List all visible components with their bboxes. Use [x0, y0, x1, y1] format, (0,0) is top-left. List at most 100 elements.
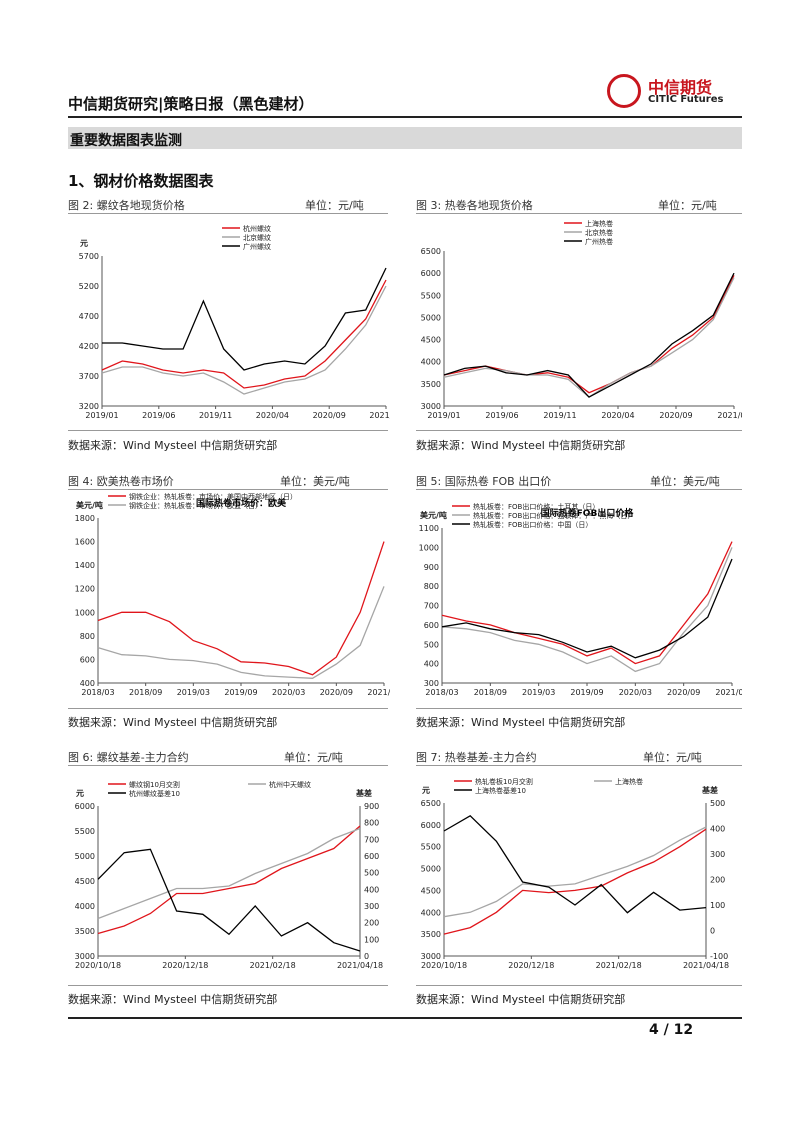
caption-rule [68, 489, 388, 490]
legend-label: 北京热卷 [585, 228, 613, 237]
y-axis-label: 元 [76, 789, 84, 798]
y2-tick-label: 0 [364, 952, 369, 961]
figure-unit: 单位：美元/吨 [280, 475, 350, 488]
legend-label: 杭州螺纹基差10 [129, 789, 180, 798]
caption-rule [416, 213, 742, 214]
caption-rule [416, 489, 742, 490]
data-source: 数据来源：Wind Mysteel 中信期货研究部 [416, 993, 626, 1006]
y-tick-label: 3500 [421, 380, 441, 389]
figure-caption: 图 7: 热卷基差-主力合约 [416, 751, 537, 764]
chart-title: 国际热卷市场价：欧美 [196, 497, 287, 509]
y2-tick-label: 500 [364, 869, 379, 878]
x-tick-label: 2021/04/18 [337, 961, 383, 970]
series-line [443, 275, 735, 394]
series-line [102, 267, 387, 371]
series-line [443, 814, 707, 914]
chart-rebar-basis: 6000550050004500400035003000900800700600… [75, 780, 383, 970]
x-tick-label: 2021/02 [369, 411, 390, 420]
y-tick-label: 5200 [79, 282, 99, 291]
y-tick-label: 5500 [421, 291, 441, 300]
series-line [97, 825, 361, 935]
data-source: 数据来源：Wind Mysteel 中信期货研究部 [416, 716, 626, 729]
figure-unit: 单位：元/吨 [643, 751, 702, 764]
y-tick-label: 4000 [421, 358, 441, 367]
series-line [443, 826, 707, 918]
source-rule [416, 430, 742, 431]
y-tick-label: 300 [424, 679, 439, 688]
y-tick-label: 4500 [75, 877, 95, 886]
legend-label: 热轧板卷：FOB出口价格：中国（日） [473, 520, 592, 529]
figure-unit: 单位：元/吨 [284, 751, 343, 764]
y-tick-label: 900 [424, 563, 439, 572]
y-tick-label: 3000 [75, 952, 95, 961]
y-tick-label: 3000 [421, 952, 441, 961]
source-rule [68, 708, 388, 709]
y-tick-label: 6000 [421, 269, 441, 278]
y-tick-label: 3000 [421, 402, 441, 411]
y-tick-label: 4000 [421, 908, 441, 917]
y2-tick-label: 500 [710, 799, 725, 808]
caption-rule [68, 765, 388, 766]
x-tick-label: 2020/09 [313, 411, 346, 420]
y2-axis-label: 基差 [701, 785, 718, 795]
x-tick-label: 2021/03 [715, 688, 742, 697]
y-tick-label: 4500 [421, 336, 441, 345]
figure-caption: 图 6: 螺纹基差-主力合约 [68, 751, 189, 764]
y2-tick-label: 400 [364, 885, 379, 894]
y-tick-label: 5700 [79, 252, 99, 261]
y-axis-label: 美元/吨 [76, 500, 103, 510]
x-tick-label: 2020/10/18 [75, 961, 121, 970]
x-tick-label: 2021/03 [367, 688, 390, 697]
y-tick-label: 4500 [421, 886, 441, 895]
legend-label: 螺纹钢10月交割 [129, 780, 180, 789]
x-tick-label: 2021/02 [717, 411, 742, 420]
y-tick-label: 1000 [419, 543, 439, 552]
x-tick-label: 2019/01 [85, 411, 118, 420]
source-rule [68, 985, 388, 986]
y-tick-label: 1400 [75, 561, 95, 570]
subsection-title: 1、钢材价格数据图表 [68, 172, 214, 190]
footer-rule [68, 1017, 742, 1019]
y-tick-label: 400 [424, 660, 439, 669]
legend-label: 北京螺纹 [243, 233, 271, 242]
x-tick-label: 2020/12/18 [508, 961, 554, 970]
y-tick-label: 5000 [421, 865, 441, 874]
y-tick-label: 500 [424, 640, 439, 649]
x-tick-label: 2020/04 [601, 411, 634, 420]
y-axis-label: 元 [422, 786, 430, 795]
legend-label: 钢铁企业：热轧板卷：市场价：欧盟（日） [129, 501, 262, 510]
x-tick-label: 2021/04/18 [683, 961, 729, 970]
figure-unit: 单位：元/吨 [658, 199, 717, 212]
y-tick-label: 6500 [421, 247, 441, 256]
y-tick-label: 700 [424, 602, 439, 611]
series-line [443, 277, 735, 398]
figure-unit: 单位：美元/吨 [650, 475, 720, 488]
series-line [443, 828, 707, 935]
x-tick-label: 2019/09 [570, 688, 603, 697]
legend-label: 上海热卷 [615, 777, 643, 786]
data-source: 数据来源：Wind Mysteel 中信期货研究部 [416, 439, 626, 452]
y2-tick-label: 200 [710, 876, 725, 885]
x-tick-label: 2020/12/18 [162, 961, 208, 970]
x-tick-label: 2020/09 [667, 688, 700, 697]
y2-tick-label: 400 [710, 825, 725, 834]
y-tick-label: 6500 [421, 799, 441, 808]
legend-label: 热轧板卷：FOB出口价格：独联体：产：黑海（日） [473, 511, 634, 520]
y-tick-label: 400 [80, 679, 95, 688]
y-tick-label: 1800 [75, 514, 95, 523]
series-line [443, 272, 735, 398]
y-tick-label: 5500 [75, 827, 95, 836]
y-tick-label: 6000 [421, 821, 441, 830]
x-tick-label: 2019/03 [522, 688, 555, 697]
figure-caption: 图 4: 欧美热卷市场价 [68, 475, 174, 488]
section-bar [68, 127, 742, 149]
y-tick-label: 5000 [421, 313, 441, 322]
series-line [97, 827, 361, 920]
figure-unit: 单位：元/吨 [305, 199, 364, 212]
y-tick-label: 4200 [79, 342, 99, 351]
legend-label: 广州热卷 [585, 237, 613, 246]
y-tick-label: 5500 [421, 843, 441, 852]
series-line [441, 547, 733, 673]
